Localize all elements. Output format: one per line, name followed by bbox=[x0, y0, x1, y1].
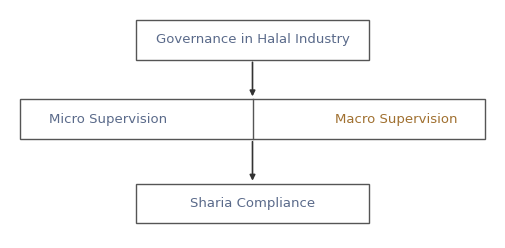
Text: Micro Supervision: Micro Supervision bbox=[49, 113, 168, 125]
FancyBboxPatch shape bbox=[20, 99, 485, 139]
FancyBboxPatch shape bbox=[136, 20, 369, 60]
Text: Sharia Compliance: Sharia Compliance bbox=[190, 197, 315, 210]
FancyBboxPatch shape bbox=[136, 184, 369, 223]
Text: Macro Supervision: Macro Supervision bbox=[335, 113, 458, 125]
Text: Governance in Halal Industry: Governance in Halal Industry bbox=[156, 33, 349, 46]
